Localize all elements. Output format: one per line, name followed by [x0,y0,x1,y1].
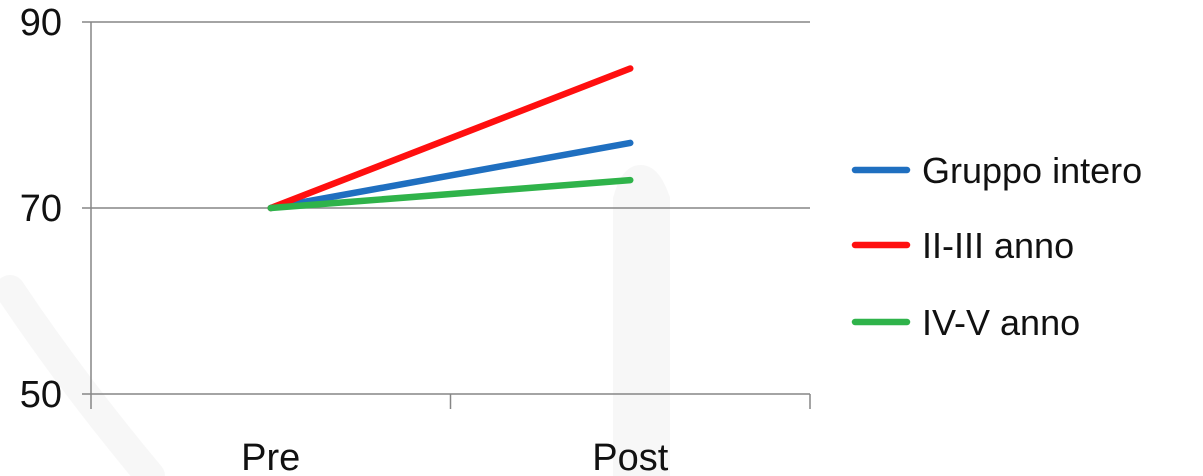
legend-item: IV-V anno [851,302,1080,343]
legend-item: Gruppo intero [851,150,1142,191]
gridlines [82,21,810,209]
series-line-1 [267,139,634,212]
series-lines [267,65,634,212]
legend-label: II-III anno [922,225,1074,266]
series-line-2 [267,65,634,212]
axes [82,22,811,409]
y-tick-label: 90 [20,2,62,44]
y-tick-label: 50 [20,374,62,416]
y-tick-label: 70 [20,188,62,230]
x-axis-ticks: Pre Post [241,437,669,476]
watermark [0,165,670,476]
x-tick-label: Post [592,437,668,476]
y-axis-ticks: 50 70 90 [20,2,62,416]
series-line-3 [267,176,634,212]
legend: Gruppo intero II-III anno IV-V anno [851,150,1142,343]
legend-item: II-III anno [851,225,1074,266]
legend-label: Gruppo intero [922,150,1142,191]
x-tick-label: Pre [241,437,300,476]
legend-label: IV-V anno [922,302,1080,343]
